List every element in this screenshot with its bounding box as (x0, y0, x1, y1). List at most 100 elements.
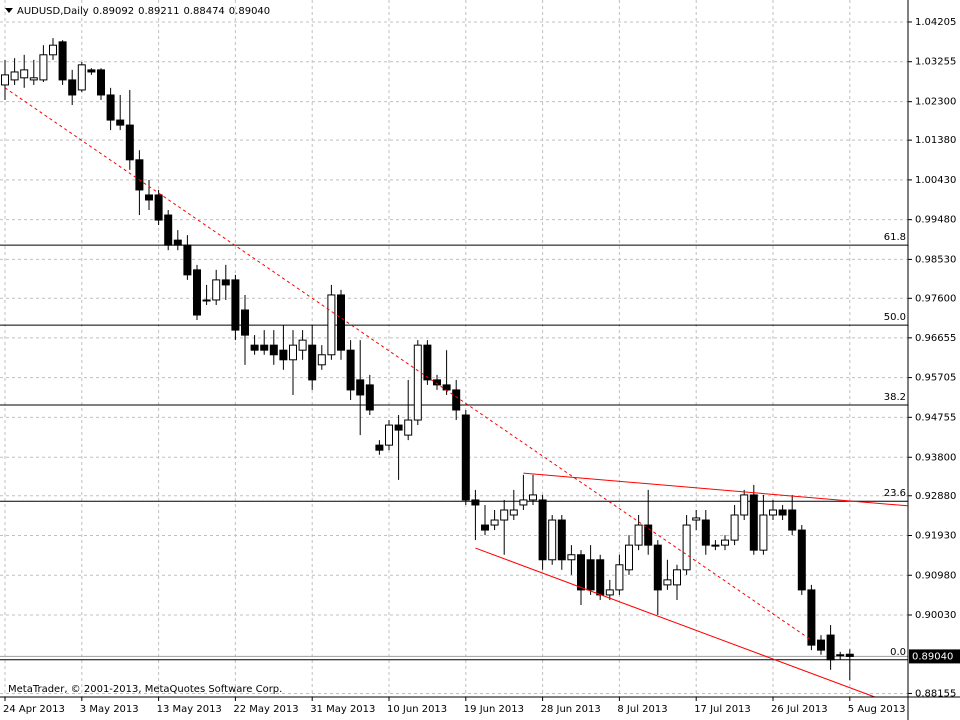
candle-body (135, 159, 144, 191)
candle-body (817, 639, 825, 651)
candle-body (87, 69, 96, 73)
levels: 61.8 50.0 38.2 23.6 0.0 (0, 232, 908, 661)
y-tick-label: 1.04205 (915, 17, 956, 28)
x-tick-label: 8 Jul 2013 (617, 704, 667, 715)
candle-body (279, 349, 288, 361)
candle-body (481, 524, 489, 531)
open-label: 0.89092 (93, 6, 134, 17)
candle-body (125, 124, 134, 161)
candle-body (625, 544, 633, 571)
y-tick-label: 0.92880 (915, 491, 956, 502)
collapse-icon (5, 8, 13, 13)
copyright: MetaTrader, © 2001-2013, MetaQuotes Soft… (8, 684, 282, 695)
fib-label: 38.2 (884, 392, 906, 403)
candle-body (663, 579, 672, 586)
symbol: AUDUSD,Daily (17, 6, 89, 17)
candle-body (490, 519, 499, 526)
x-tick-label: 3 May 2013 (80, 704, 139, 715)
candle-body (231, 279, 240, 331)
candle-body (164, 214, 173, 246)
candle-body (749, 494, 758, 551)
candle-body (433, 379, 441, 386)
x-tick-label: 17 Jul 2013 (694, 704, 751, 715)
candle-body (298, 339, 307, 351)
trendline (4, 87, 812, 641)
y-tick-label: 0.88155 (915, 688, 956, 699)
candle-body (577, 554, 585, 591)
candle-body (807, 589, 816, 646)
candle-body (519, 499, 528, 506)
candle-body (97, 69, 105, 96)
candle-body (106, 94, 115, 121)
candle-body (509, 509, 518, 516)
x-tick-label: 13 May 2013 (157, 704, 222, 715)
candle-body (193, 269, 201, 316)
candle-body (452, 389, 461, 411)
candle-body (145, 194, 153, 201)
y-tick-label: 0.97600 (915, 293, 956, 304)
x-tick-label: 10 Jun 2013 (387, 704, 447, 715)
candle-body (39, 54, 48, 81)
candle-body (538, 499, 547, 561)
candle-body (413, 344, 422, 421)
y-tick-label: 1.01380 (915, 135, 956, 146)
candle-body (471, 499, 480, 506)
candle-body (337, 294, 345, 351)
y-tick-label: 0.98530 (915, 254, 956, 265)
candle-body (567, 554, 576, 561)
candle-body (49, 44, 57, 56)
candle-body (385, 424, 393, 446)
x-tick-label: 22 May 2013 (233, 704, 298, 715)
candle-body (327, 294, 336, 356)
y-tick-label: 1.00430 (915, 175, 956, 186)
candle-body (701, 519, 710, 546)
candle-body (596, 559, 605, 596)
candle-body (759, 514, 768, 551)
close-label: 0.89040 (229, 6, 270, 17)
candle-body (202, 299, 211, 302)
candle-body (423, 344, 432, 381)
candle-body (673, 569, 681, 586)
candle-body (183, 244, 192, 276)
candle-body (77, 64, 86, 91)
y-tick-label: 0.94755 (915, 412, 956, 423)
candle-body (58, 41, 67, 81)
candle-body (404, 419, 413, 436)
candle-body (836, 654, 845, 657)
candle-body (221, 279, 230, 286)
candle-body (260, 344, 269, 351)
y-tick-label: 0.99480 (915, 215, 956, 226)
candle-body (797, 529, 806, 591)
high-label: 0.89211 (138, 6, 179, 17)
trendline (475, 547, 875, 698)
candle-body (826, 634, 835, 661)
candle-body (29, 77, 38, 81)
candle-body (529, 494, 537, 501)
x-tick-label: 31 May 2013 (310, 704, 375, 715)
candle-body (845, 653, 854, 657)
candle-body (500, 509, 509, 521)
last-price-label: 0.89040 (912, 651, 953, 662)
candle-body (116, 119, 125, 126)
candle-body (644, 524, 653, 546)
candle-body (461, 414, 470, 501)
x-tick-label: 28 Jun 2013 (541, 704, 601, 715)
fib-label: 0.0 (890, 647, 906, 658)
candle-body (615, 564, 624, 591)
fib-label: 50.0 (884, 312, 906, 323)
y-tick-label: 0.96655 (915, 333, 956, 344)
candle-body (548, 519, 557, 561)
candle-body (10, 71, 19, 81)
candle-body (557, 519, 566, 561)
chart-header: AUDUSD,Daily 0.89092 0.89211 0.88474 0.89040 (17, 6, 270, 17)
y-tick-label: 0.90980 (915, 570, 956, 581)
last-price-box (909, 649, 960, 664)
candle-body (241, 309, 249, 336)
candle-body (711, 544, 720, 547)
y-tick-label: 0.90030 (915, 610, 956, 621)
y-tick-label: 0.93800 (915, 452, 956, 463)
candle-body (682, 524, 691, 571)
